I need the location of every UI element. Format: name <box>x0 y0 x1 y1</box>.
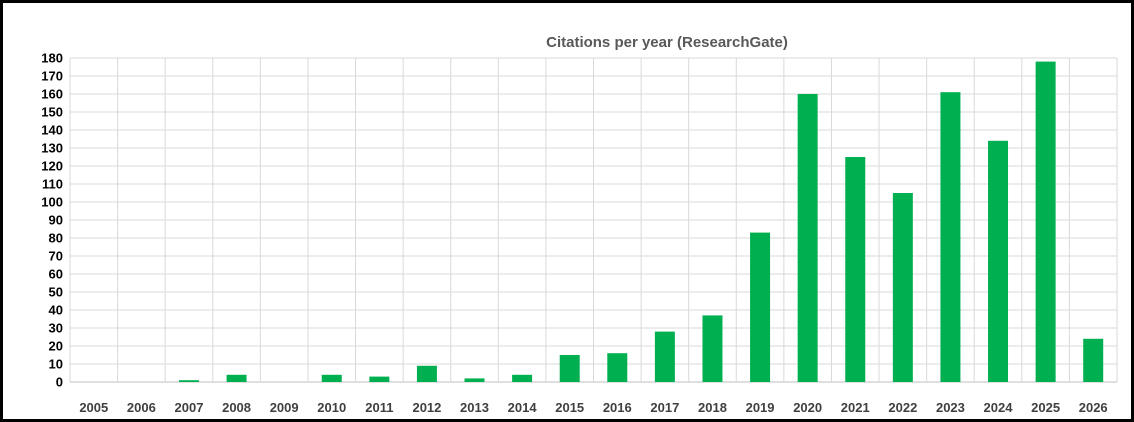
bar-2018 <box>702 315 723 382</box>
y-tick-label: 70 <box>49 249 63 264</box>
x-axis-ticks: 2005 2006 2007 2008 2009 2010 2011 2012 2013 2014… <box>79 400 1107 415</box>
y-tick-label: 130 <box>41 141 63 156</box>
bar-2024 <box>988 140 1009 382</box>
x-tick-label: 2026 <box>1079 400 1108 415</box>
x-tick-label: 2017 <box>650 400 679 415</box>
bars <box>178 61 1104 382</box>
x-tick-label: 2016 <box>603 400 632 415</box>
bar-2014 <box>512 374 533 382</box>
bar-2010 <box>321 374 342 382</box>
bar-2016 <box>607 353 628 382</box>
y-axis-ticks: 0 10 20 30 40 50 60 70 80 90 100 110 120 130 140 150 160… <box>41 51 63 390</box>
bar-2013 <box>464 378 485 382</box>
y-tick-label: 160 <box>41 87 63 102</box>
x-tick-label: 2007 <box>175 400 204 415</box>
x-tick-label: 2018 <box>698 400 727 415</box>
bar-2023 <box>940 92 961 382</box>
bar-2026 <box>1083 338 1104 382</box>
x-tick-label: 2019 <box>746 400 775 415</box>
bar-2015 <box>559 355 580 382</box>
y-tick-label: 110 <box>42 177 63 192</box>
y-tick-label: 20 <box>49 339 63 354</box>
y-tick-label: 0 <box>56 375 63 390</box>
x-tick-label: 2024 <box>984 400 1014 415</box>
x-tick-label: 2011 <box>365 400 393 415</box>
bar-2007 <box>178 380 199 382</box>
bar-2025 <box>1035 61 1056 382</box>
bar-2020 <box>797 94 818 382</box>
y-tick-label: 180 <box>41 51 63 66</box>
y-tick-label: 10 <box>49 357 63 372</box>
x-tick-label: 2009 <box>270 400 299 415</box>
y-tick-label: 100 <box>41 195 63 210</box>
bar-2022 <box>892 193 913 382</box>
x-tick-label: 2020 <box>793 400 822 415</box>
bar-2021 <box>845 157 866 382</box>
bar-2017 <box>654 331 675 382</box>
x-tick-label: 2005 <box>79 400 108 415</box>
y-tick-label: 170 <box>41 69 63 84</box>
y-tick-label: 80 <box>49 231 63 246</box>
x-tick-label: 2014 <box>508 400 538 415</box>
x-tick-label: 2006 <box>127 400 156 415</box>
x-tick-label: 2010 <box>317 400 346 415</box>
x-tick-label: 2012 <box>412 400 441 415</box>
bar-2019 <box>750 232 771 382</box>
y-tick-label: 50 <box>49 285 63 300</box>
x-tick-label: 2015 <box>555 400 584 415</box>
bar-2008 <box>226 374 247 382</box>
x-tick-label: 2023 <box>936 400 965 415</box>
y-tick-label: 140 <box>41 123 63 138</box>
bar-2012 <box>416 365 437 382</box>
x-tick-label: 2022 <box>888 400 917 415</box>
x-tick-label: 2013 <box>460 400 489 415</box>
y-tick-label: 60 <box>49 267 63 282</box>
y-tick-label: 120 <box>41 159 63 174</box>
y-tick-label: 30 <box>49 321 63 336</box>
x-tick-label: 2008 <box>222 400 251 415</box>
chart-title: Citations per year (ResearchGate) <box>546 34 788 51</box>
bar-2011 <box>369 376 390 382</box>
y-tick-label: 40 <box>49 303 63 318</box>
y-tick-label: 150 <box>41 105 63 120</box>
x-tick-label: 2021 <box>841 400 870 415</box>
x-tick-label: 2025 <box>1031 400 1060 415</box>
y-tick-label: 90 <box>49 213 63 228</box>
